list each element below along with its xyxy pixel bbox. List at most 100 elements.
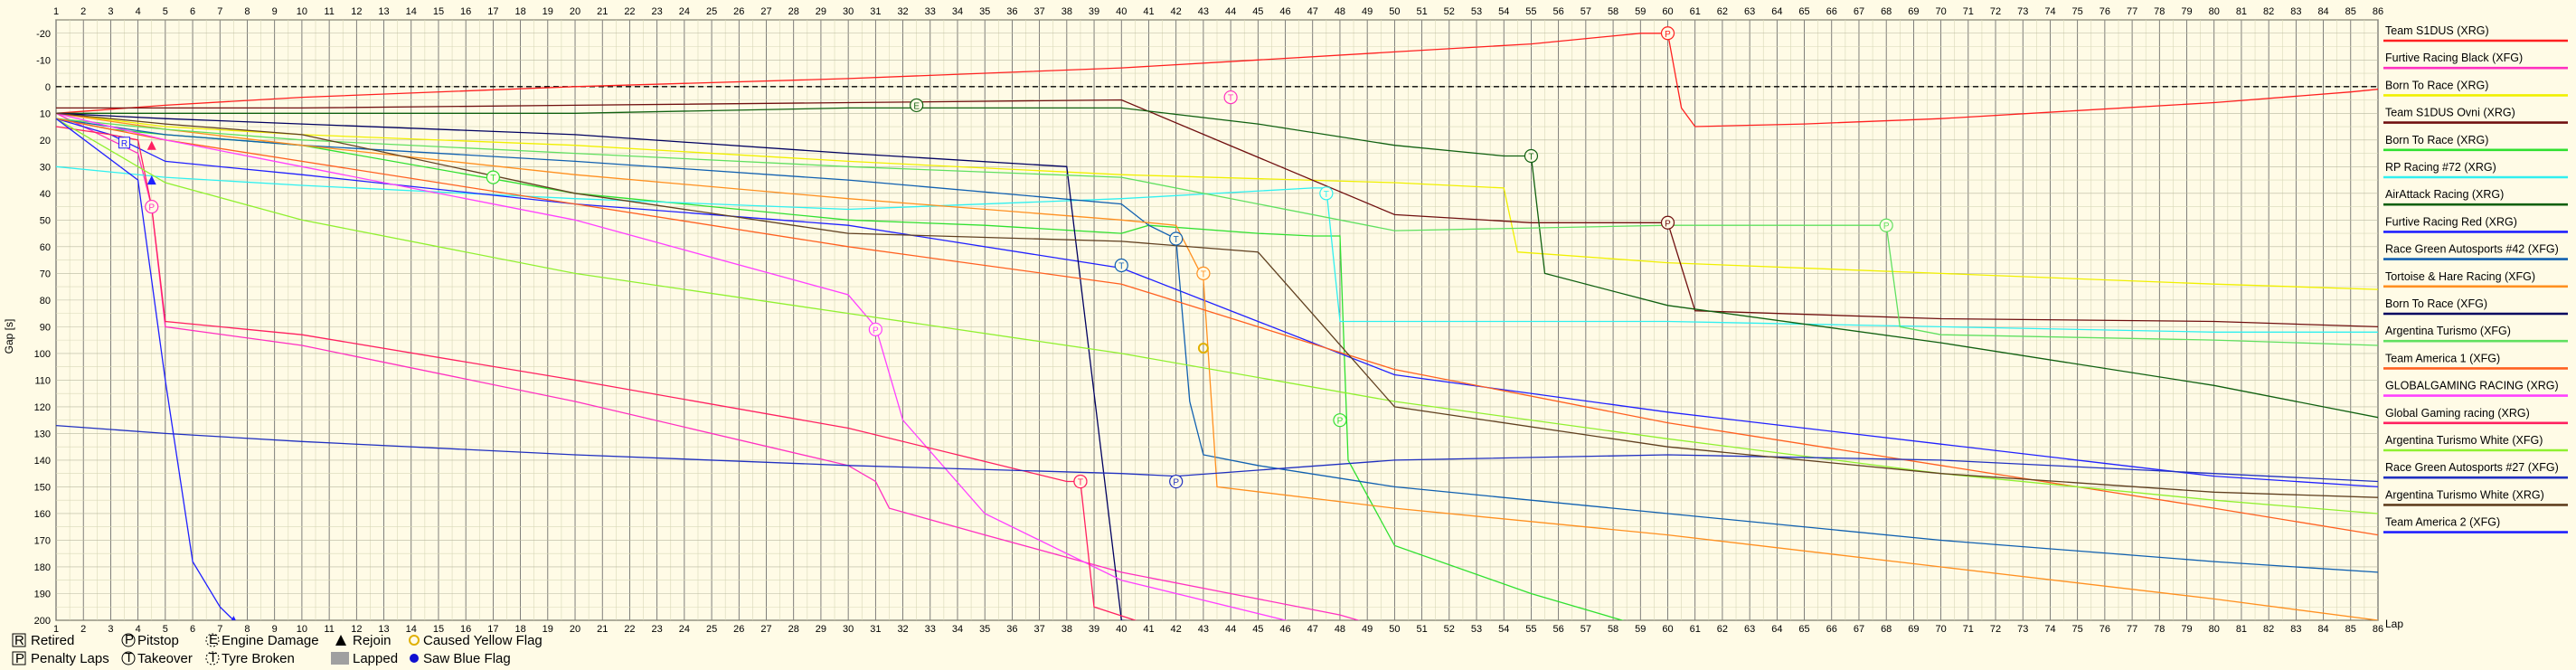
- top-lap-tick: 16: [460, 6, 471, 17]
- engine-marker: [910, 98, 924, 113]
- bottom-lap-tick: 50: [1389, 624, 1400, 635]
- top-lap-tick: 36: [1006, 6, 1017, 17]
- y-tick-label: 170: [34, 535, 51, 546]
- y-axis-label: Gap [s]: [3, 319, 15, 354]
- y-tick-label: 70: [40, 269, 51, 279]
- key-engine: E Engine Damage: [205, 632, 319, 648]
- series-line-12: [56, 118, 2378, 346]
- bottom-lap-tick: 49: [1362, 624, 1373, 635]
- bottom-lap-tick: 37: [1033, 624, 1044, 635]
- bottom-lap-tick: 28: [788, 624, 799, 635]
- top-lap-tick: 84: [2317, 6, 2328, 17]
- key-pitstop: P Pitstop: [121, 632, 179, 648]
- legend-entry-label: Furtive Racing Black (XFG): [2385, 52, 2523, 64]
- bottom-lap-tick: 20: [570, 624, 580, 635]
- series-line-19: [56, 118, 235, 620]
- takeover-marker: [1319, 186, 1334, 201]
- bottom-lap-tick: 67: [1854, 624, 1864, 635]
- bottom-lap-tick: 60: [1662, 624, 1673, 635]
- top-lap-tick: 69: [1908, 6, 1919, 17]
- top-lap-tick: 44: [1225, 6, 1236, 17]
- pitstop-marker: [1660, 215, 1675, 230]
- key-takeover: T Takeover: [121, 650, 193, 666]
- bottom-lap-tick: 40: [1116, 624, 1127, 635]
- key-rejoin: Rejoin: [335, 633, 392, 648]
- takeover-marker-letter: T: [490, 174, 495, 184]
- top-lap-tick: 12: [351, 6, 362, 17]
- top-lap-tick: 71: [1963, 6, 1974, 17]
- pitstop-icon-letter: P: [125, 632, 134, 647]
- top-lap-tick: 86: [2373, 6, 2383, 17]
- series-line-13: [56, 118, 2378, 536]
- engine-damage-icon: [205, 633, 220, 647]
- bottom-lap-tick: 65: [1798, 624, 1809, 635]
- top-lap-tick: 65: [1798, 6, 1809, 17]
- bottom-lap-tick: 31: [870, 624, 881, 635]
- y-tick-label: 50: [40, 215, 51, 226]
- bottom-lap-tick: 81: [2236, 624, 2247, 635]
- series-line-4: [56, 99, 2378, 328]
- legend-entry-label: Team S1DUS (XRG): [2385, 24, 2489, 37]
- bottom-lap-tick: 80: [2209, 624, 2220, 635]
- rejoin-marker: [146, 175, 156, 185]
- bottom-lap-tick: 11: [324, 624, 334, 635]
- legend-entry-label: Argentina Turismo (XFG): [2385, 325, 2511, 337]
- key-penalty-label: Penalty Laps: [31, 651, 109, 666]
- key-blue-label: Saw Blue Flag: [423, 651, 511, 666]
- bottom-lap-tick: 83: [2290, 624, 2301, 635]
- legend: Team S1DUS (XRG) Furtive Racing Black (XF…: [2383, 24, 2568, 533]
- yellow-flag-icon: [409, 635, 420, 646]
- y-tick-label: 140: [34, 456, 51, 467]
- retired-marker: [118, 137, 131, 149]
- legend-entry-label: Team America 1 (XFG): [2385, 352, 2500, 364]
- bottom-lap-tick: 21: [597, 624, 608, 635]
- tyre-broken-icon: [205, 651, 220, 665]
- key-rejoin-label: Rejoin: [353, 633, 392, 648]
- bottom-lap-tick: 52: [1444, 624, 1455, 635]
- bottom-lap-tick: 18: [514, 624, 525, 635]
- x-axis-label: Lap: [2385, 618, 2403, 630]
- bottom-lap-tick: 86: [2373, 624, 2383, 635]
- top-lap-tick: 63: [1744, 6, 1755, 17]
- top-lap-tick: 5: [163, 6, 168, 17]
- event-key: R Retired P Pitstop E Engine Damage Rejo…: [12, 632, 543, 666]
- legend-entry-label: Furtive Racing Red (XRG): [2385, 215, 2517, 228]
- legend-entry-label: Born To Race (XRG): [2385, 79, 2488, 91]
- top-lap-tick: 1: [53, 6, 59, 17]
- pitstop-marker-letter: P: [1665, 30, 1671, 40]
- series-line-6: [56, 165, 2378, 333]
- pitstop-marker-letter: P: [1665, 219, 1671, 229]
- top-lap-tick: 46: [1279, 6, 1290, 17]
- series-line-9: [56, 118, 2378, 573]
- bottom-lap-tick: 57: [1581, 624, 1591, 635]
- y-tick-label: 180: [34, 562, 51, 573]
- bottom-lap-tick: 24: [679, 624, 690, 635]
- bottom-lap-tick: 71: [1963, 624, 1974, 635]
- bottom-lap-tick: 54: [1498, 624, 1509, 635]
- bottom-lap-tick: 36: [1006, 624, 1017, 635]
- bottom-lap-tick: 10: [297, 624, 307, 635]
- top-lap-tick: 19: [543, 6, 553, 17]
- y-tick-label: 190: [34, 589, 51, 599]
- takeover-icon: [121, 651, 136, 665]
- top-lap-tick: 7: [217, 6, 222, 17]
- series-line-17: [56, 424, 2378, 483]
- legend-entry-label: GLOBALGAMING RACING (XRG): [2385, 380, 2559, 392]
- top-lap-tick: 41: [1143, 6, 1154, 17]
- top-lap-tick: 48: [1335, 6, 1345, 17]
- top-lap-tick: 23: [652, 6, 663, 17]
- legend-entry-label: Tortoise & Hare Racing (XFG): [2385, 270, 2535, 283]
- top-lap-tick: 3: [108, 6, 113, 17]
- lapped-icon: [331, 652, 349, 665]
- top-lap-tick: 43: [1198, 6, 1209, 17]
- bottom-lap-tick: 46: [1279, 624, 1290, 635]
- penalty-icon: [12, 651, 26, 665]
- bottom-lap-tick: 8: [244, 624, 250, 635]
- top-lap-tick: 73: [2017, 6, 2028, 17]
- engine-damage-icon-letter: E: [209, 632, 218, 647]
- top-lap-tick: 4: [136, 6, 141, 17]
- top-lap-tick: 74: [2044, 6, 2055, 17]
- top-lap-tick: 70: [1935, 6, 1946, 17]
